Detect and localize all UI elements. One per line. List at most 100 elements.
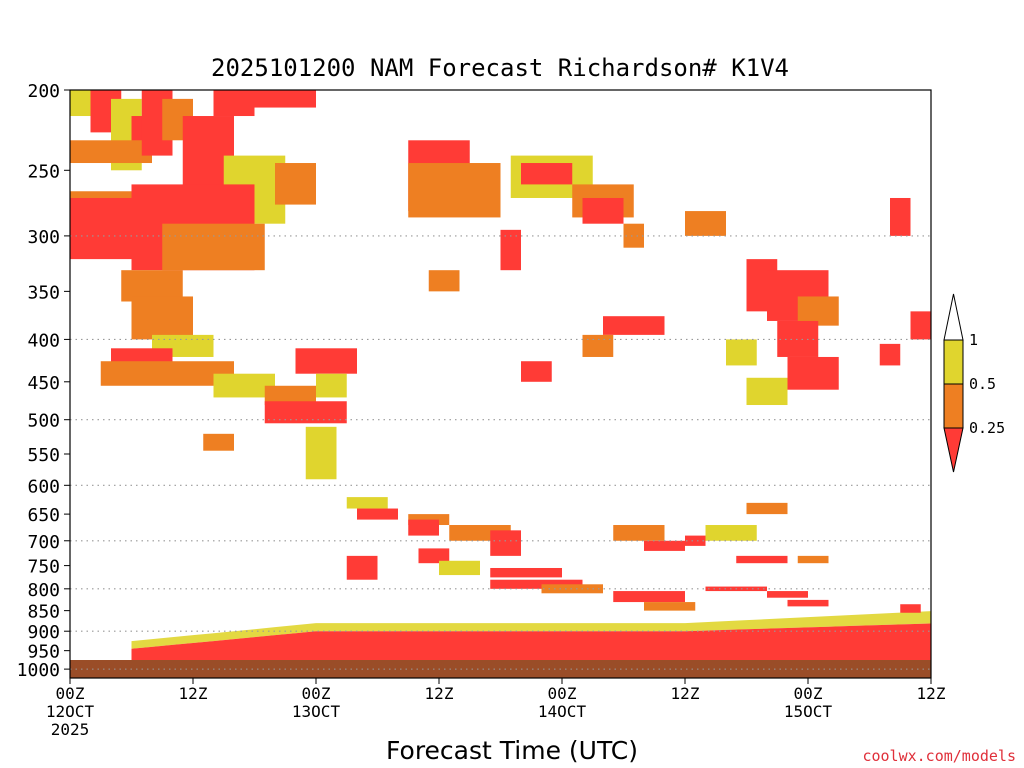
credit-text: coolwx.com/models	[862, 747, 1016, 765]
ri-cell	[213, 373, 275, 398]
ri-cell	[121, 270, 183, 302]
ri-cell	[623, 223, 644, 248]
surface-low-ri-band	[131, 623, 931, 661]
ri-cell	[726, 339, 757, 366]
ri-cell	[644, 602, 696, 611]
y-tick-label: 700	[27, 532, 60, 553]
y-tick-label: 850	[27, 602, 60, 623]
y-tick-label: 900	[27, 622, 60, 643]
ri-cell	[890, 197, 911, 236]
ri-cell	[490, 530, 521, 556]
legend-swatch-025-05	[943, 383, 964, 429]
y-tick-label: 300	[27, 227, 60, 248]
ri-cell	[777, 320, 819, 357]
surface-band-fringe	[131, 611, 931, 649]
ri-cell	[203, 433, 234, 451]
ri-cell	[100, 361, 234, 386]
ri-cell	[797, 555, 829, 564]
y-tick-label: 1000	[17, 660, 60, 681]
ri-cell	[787, 599, 829, 607]
y-tick-label: 750	[27, 557, 60, 578]
y-tick-label: 250	[27, 161, 60, 182]
plot-frame	[69, 89, 932, 679]
y-tick-label: 950	[27, 642, 60, 663]
ri-cell	[213, 90, 255, 117]
ri-cell	[705, 525, 757, 541]
ri-cell	[418, 548, 450, 564]
y-tick-label: 500	[27, 411, 60, 432]
ri-cell	[439, 560, 480, 576]
ri-cell	[736, 555, 788, 564]
ri-cell	[275, 163, 316, 205]
ri-cell	[746, 502, 788, 515]
ri-cell	[357, 508, 398, 520]
ri-cell	[254, 90, 316, 108]
ri-cell	[879, 343, 901, 366]
x-tick-label: 00Z	[794, 684, 823, 703]
x-tick-label: 12Z	[179, 684, 208, 703]
x-tick-label: 2025	[51, 720, 90, 739]
x-tick-label: 15OCT	[784, 702, 833, 721]
ri-cell	[767, 591, 808, 598]
ri-cell	[264, 401, 347, 424]
ri-cell	[582, 334, 614, 357]
ri-cell	[408, 163, 501, 218]
ri-cell	[295, 348, 357, 374]
gridlines	[70, 235, 931, 670]
y-tick-label: 400	[27, 330, 60, 351]
x-tick-label: 00Z	[302, 684, 331, 703]
y-tick-label: 550	[27, 445, 60, 466]
ri-cell	[541, 584, 603, 594]
x-axis-title: Forecast Time (UTC)	[386, 736, 638, 765]
x-tick-label: 12Z	[917, 684, 946, 703]
ri-cell	[746, 377, 788, 406]
ri-cell	[346, 555, 378, 580]
ri-cell	[644, 540, 685, 551]
legend-label: 0.25	[969, 419, 1005, 437]
ri-cell	[490, 579, 583, 589]
ri-cell	[428, 270, 460, 292]
ri-cell	[408, 519, 439, 536]
chart-title: 2025101200 NAM Forecast Richardson# K1V4	[211, 54, 789, 82]
ri-cell	[685, 211, 726, 236]
ri-cell	[131, 296, 193, 340]
plot-area	[70, 90, 931, 678]
ri-cell	[910, 311, 931, 340]
y-tick-label: 450	[27, 373, 60, 394]
ri-cell	[603, 316, 665, 335]
x-tick-label: 00Z	[548, 684, 577, 703]
legend-label: 0.5	[969, 375, 996, 393]
x-tick-label: 14OCT	[538, 702, 587, 721]
y-tick-label: 650	[27, 505, 60, 526]
ri-cell	[490, 567, 562, 578]
x-tick-label: 12OCT	[46, 702, 95, 721]
ri-cell	[900, 604, 921, 613]
y-axis: 200 250 300 350 400 450 500 550 600 650 700 7508008…	[17, 81, 70, 681]
x-tick-label: 12Z	[671, 684, 700, 703]
ri-cell	[111, 348, 173, 366]
legend-label: 1	[969, 331, 978, 349]
ri-cell	[264, 385, 316, 406]
ri-cell	[500, 229, 521, 271]
y-tick-label: 200	[27, 81, 60, 102]
x-tick-label: 00Z	[56, 684, 85, 703]
ri-cell	[613, 525, 665, 541]
legend-swatch-05-1	[943, 339, 964, 385]
ri-cell	[316, 373, 347, 398]
ri-cell	[582, 197, 624, 224]
ri-cell	[346, 497, 388, 509]
ri-cell	[521, 361, 552, 382]
ri-cell	[305, 426, 337, 480]
heatmap-cells	[70, 90, 931, 678]
ri-cell	[408, 514, 450, 526]
ri-cell	[685, 535, 706, 546]
ri-cell	[613, 591, 685, 603]
y-tick-label: 800	[27, 580, 60, 601]
ri-cell	[70, 140, 152, 164]
y-tick-label: 600	[27, 476, 60, 497]
legend-swatch-below-025	[943, 427, 964, 473]
x-tick-label: 13OCT	[292, 702, 341, 721]
legend: 1 0.5 0.25	[943, 293, 1005, 473]
ri-cell	[787, 356, 839, 390]
